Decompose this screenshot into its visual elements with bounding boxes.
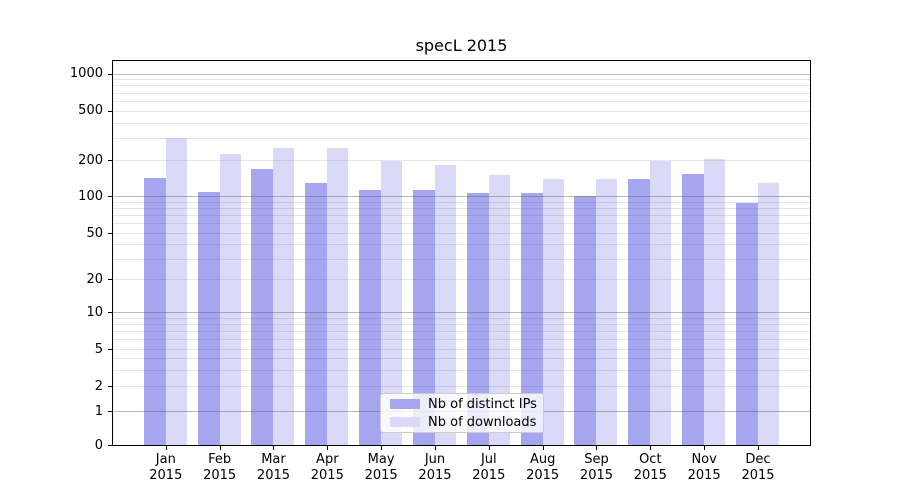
y-tick-label-100: 100 [78, 188, 103, 204]
y-tick-label-20: 20 [86, 271, 103, 287]
bar-downloads-may [381, 160, 403, 445]
y-tick-mark-1 [108, 411, 112, 412]
bar-downloads-sep [596, 178, 618, 445]
y-tick-mark-200 [108, 160, 112, 161]
y-tick-mark-1000 [108, 73, 112, 75]
bar-distinct-ips-sep [574, 196, 597, 445]
legend-label-downloads: Nb of downloads [428, 414, 537, 430]
plot-area [112, 60, 811, 446]
y-tick-mark-5 [108, 349, 112, 350]
x-tick-mark-jun [434, 446, 436, 450]
y-tick-label-200: 200 [78, 152, 103, 168]
legend-swatch-distinct-ips [390, 399, 420, 409]
x-tick-mark-jan [165, 446, 167, 450]
y-tick-mark-50 [108, 233, 112, 234]
bar-downloads-jul [488, 174, 510, 445]
y-tick-mark-10 [108, 312, 112, 313]
x-tick-mark-nov [704, 446, 706, 450]
x-tick-label-mar: Mar 2015 [256, 452, 291, 483]
x-tick-label-jan: Jan 2015 [149, 452, 183, 483]
y-tick-label-0: 0 [94, 437, 103, 453]
y-tick-label-500: 500 [78, 103, 103, 118]
bar-distinct-ips-jan [143, 177, 166, 445]
bar-downloads-aug [542, 178, 564, 445]
bar-downloads-feb [219, 153, 241, 445]
bar-distinct-ips-nov [682, 174, 705, 445]
x-tick-label-oct: Oct 2015 [633, 452, 667, 483]
x-tick-label-may: May 2015 [364, 452, 398, 483]
bar-distinct-ips-oct [628, 178, 651, 445]
x-tick-mark-dec [757, 446, 759, 450]
x-tick-label-jul: Jul 2015 [472, 452, 506, 483]
bar-distinct-ips-may [359, 190, 382, 445]
bar-distinct-ips-feb [197, 192, 220, 445]
legend-label-distinct-ips: Nb of distinct IPs [428, 396, 537, 412]
y-tick-label-2: 2 [94, 378, 103, 394]
legend-item-downloads: Nb of downloads [381, 415, 543, 430]
y-tick-mark-0 [108, 445, 112, 446]
bar-downloads-apr [327, 148, 349, 445]
bar-distinct-ips-dec [735, 202, 758, 445]
x-tick-label-apr: Apr 2015 [310, 452, 344, 483]
y-tick-mark-20 [108, 279, 112, 280]
x-tick-label-feb: Feb 2015 [203, 452, 237, 483]
y-tick-label-1000: 1000 [69, 66, 103, 81]
x-tick-label-aug: Aug 2015 [526, 452, 560, 483]
legend-swatch-downloads [390, 417, 420, 427]
y-tick-mark-500 [108, 110, 112, 112]
y-tick-mark-100 [108, 196, 112, 197]
bar-distinct-ips-apr [305, 183, 328, 445]
x-tick-mark-feb [219, 446, 221, 450]
x-tick-mark-oct [650, 446, 652, 450]
bar-downloads-dec [757, 182, 779, 445]
y-tick-label-5: 5 [94, 341, 103, 357]
bar-downloads-mar [273, 147, 295, 445]
legend-item-distinct-ips: Nb of distinct IPs [381, 397, 543, 412]
bars-layer [113, 61, 810, 445]
bar-downloads-oct [650, 160, 672, 445]
x-tick-mark-mar [273, 446, 275, 450]
x-tick-label-sep: Sep 2015 [579, 452, 614, 483]
bar-distinct-ips-aug [520, 192, 543, 445]
x-tick-mark-aug [542, 446, 544, 450]
x-tick-mark-may [381, 446, 383, 450]
bar-distinct-ips-mar [251, 169, 274, 445]
x-tick-mark-jul [488, 446, 490, 450]
bar-downloads-jun [434, 164, 456, 445]
x-tick-label-dec: Dec 2015 [741, 452, 775, 483]
x-tick-label-jun: Jun 2015 [418, 452, 452, 483]
bar-distinct-ips-jun [412, 190, 435, 445]
y-tick-label-10: 10 [86, 304, 103, 320]
bar-downloads-jan [165, 138, 187, 445]
y-tick-label-1: 1 [94, 403, 103, 419]
y-tick-label-50: 50 [86, 225, 103, 241]
x-tick-label-nov: Nov 2015 [687, 452, 721, 483]
legend: Nb of distinct IPs Nb of downloads [380, 393, 544, 433]
x-tick-mark-sep [596, 446, 598, 450]
chart-title: specL 2015 [415, 36, 508, 55]
x-tick-mark-apr [327, 446, 329, 450]
bar-distinct-ips-jul [466, 193, 489, 445]
y-tick-mark-2 [108, 386, 112, 387]
bar-downloads-nov [704, 158, 726, 445]
